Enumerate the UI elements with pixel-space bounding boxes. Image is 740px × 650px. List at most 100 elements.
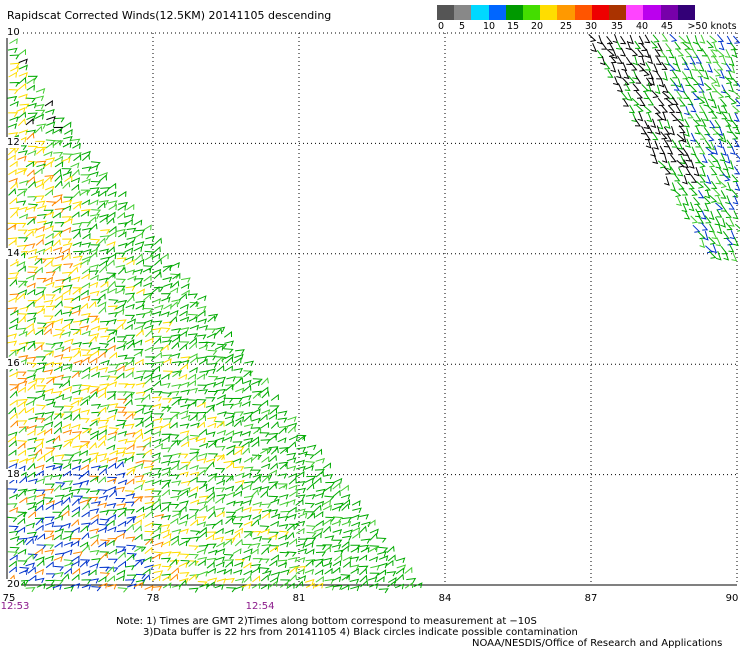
wind-barb [17, 313, 28, 319]
wind-barb [665, 42, 673, 52]
colorbar-label: 40 [635, 21, 649, 32]
wind-barb [125, 334, 136, 340]
wind-barb [144, 346, 154, 352]
wind-barb [243, 423, 254, 430]
wind-barb [322, 499, 332, 506]
wind-barb [10, 317, 19, 324]
wind-barb [197, 581, 208, 587]
wind-barb [696, 203, 704, 212]
wind-barb [97, 351, 106, 359]
wind-barb [215, 356, 224, 364]
wind-barb [206, 355, 217, 361]
wind-barb [216, 578, 227, 584]
wind-barb [161, 471, 171, 477]
wind-barb [732, 195, 739, 205]
wind-barb [297, 548, 308, 554]
wind-barb [143, 448, 152, 456]
wind-barb [700, 118, 707, 127]
wind-barb [135, 420, 144, 428]
wind-barb [116, 365, 125, 372]
wind-barb [134, 432, 144, 440]
wind-barb [143, 556, 152, 563]
wind-barb [243, 384, 252, 392]
wind-barb [34, 125, 43, 134]
wind-barb [8, 132, 19, 138]
wind-barb [118, 231, 127, 238]
wind-barb [26, 115, 36, 122]
wind-barb [360, 538, 371, 544]
wind-barb [134, 533, 143, 541]
colorbar-label: >50 knots [687, 21, 737, 32]
wind-barb [731, 47, 738, 58]
wind-barb [162, 574, 171, 582]
wind-barb [117, 551, 126, 559]
wind-barb [27, 227, 38, 234]
wind-barb [632, 83, 640, 92]
wind-barb [224, 365, 233, 372]
wind-barb [116, 336, 127, 342]
wind-barb [671, 96, 679, 105]
wind-barb [152, 498, 161, 506]
wind-barb [295, 480, 306, 487]
wind-barb [233, 522, 244, 528]
wind-barb [684, 49, 693, 58]
wind-barb [675, 62, 682, 72]
wind-barb [126, 203, 135, 211]
wind-barb [80, 488, 91, 494]
wind-barb [298, 451, 308, 457]
wind-barb [350, 514, 360, 521]
wind-barb [152, 425, 163, 432]
wind-barb [125, 501, 136, 507]
wind-barb [70, 488, 81, 494]
wind-barb [18, 407, 27, 415]
wind-barb [305, 494, 316, 500]
wind-barb [81, 178, 91, 185]
wind-barb [106, 391, 117, 397]
wind-barb [90, 181, 101, 187]
wind-barb [109, 364, 120, 370]
wind-barb [71, 423, 81, 430]
wind-barb [89, 290, 100, 297]
wind-barb [28, 453, 38, 459]
wind-barb [35, 87, 46, 94]
wind-barb [699, 145, 706, 155]
wind-barb [108, 204, 117, 211]
wind-barb [64, 297, 75, 304]
wind-barb [679, 155, 686, 165]
wind-barb [64, 128, 73, 135]
wind-barb [142, 393, 151, 401]
wind-barb [88, 496, 99, 502]
wind-barb [10, 535, 20, 542]
wind-barb [133, 495, 142, 504]
wind-barb [716, 195, 723, 205]
wind-barb [106, 217, 115, 225]
wind-barb [704, 82, 713, 91]
wind-barb [126, 236, 137, 242]
wind-barb [233, 430, 243, 437]
wind-barb [711, 243, 718, 254]
wind-barb [71, 560, 80, 567]
wind-barb [699, 104, 706, 114]
wind-barb [118, 383, 129, 389]
wind-barb [386, 545, 395, 553]
wind-barb [233, 419, 242, 428]
colorbar-label: 25 [559, 21, 573, 32]
wind-barb [181, 277, 191, 283]
wind-barb [52, 390, 63, 397]
wind-barb [126, 440, 137, 446]
wind-barb [28, 478, 38, 485]
wind-barb [225, 577, 235, 584]
wind-barb [115, 575, 125, 581]
wind-barb [45, 503, 54, 511]
wind-barb [226, 448, 235, 456]
wind-barb [262, 570, 272, 576]
wind-barb [64, 175, 73, 183]
wind-barb [705, 147, 715, 156]
wind-barb [207, 315, 216, 323]
wind-barb [206, 405, 215, 414]
wind-barb [714, 77, 721, 88]
wind-barb [154, 442, 164, 449]
wind-barb [134, 397, 145, 403]
wind-barb [17, 378, 28, 383]
wind-barb [26, 374, 36, 381]
